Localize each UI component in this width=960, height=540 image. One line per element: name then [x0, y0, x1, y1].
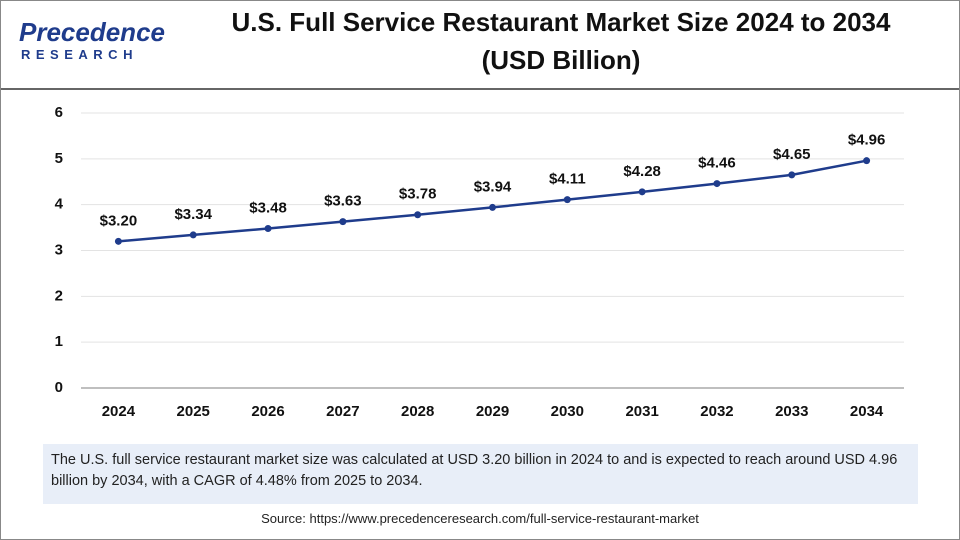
point	[414, 211, 422, 219]
y-tick-label: 5	[55, 150, 63, 167]
point	[189, 231, 197, 239]
value-label: $4.65	[773, 146, 811, 163]
description: The U.S. full service restaurant market …	[43, 444, 918, 504]
line	[118, 159, 867, 243]
value-label: $3.94	[474, 178, 512, 195]
value-label: $3.78	[399, 186, 437, 203]
x-tick-label: 2026	[251, 403, 284, 420]
chart-title: U.S. Full Service Restaurant Market Size…	[231, 7, 891, 37]
value-label: $3.20	[100, 212, 138, 229]
point	[563, 196, 571, 204]
y-tick-label: 2	[55, 287, 63, 304]
point	[339, 218, 347, 226]
y-tick-label: 1	[55, 333, 63, 350]
value-label: $3.34	[174, 206, 212, 223]
x-tick-label: 2032	[700, 403, 733, 420]
source: Source: https://www.precedenceresearch.c…	[261, 511, 699, 526]
point	[489, 203, 496, 211]
x-tick-label: 2027	[326, 403, 359, 420]
logo-name: Precedence	[19, 17, 165, 47]
value-label: $3.48	[249, 199, 287, 216]
x-tick-label: 2029	[476, 403, 509, 420]
point	[638, 188, 646, 196]
y-tick-label: 6	[55, 104, 63, 121]
value-label: $4.11	[549, 171, 586, 188]
x-tick-label: 2024	[102, 403, 136, 420]
value-label: $4.96	[848, 132, 886, 149]
x-tick-label: 2028	[401, 403, 434, 420]
x-tick-label: 2034	[850, 403, 884, 420]
value-label: $4.28	[623, 163, 661, 180]
point	[264, 225, 272, 232]
point	[114, 237, 122, 245]
x-tick-label: 2033	[775, 403, 808, 420]
point	[863, 157, 871, 165]
point	[713, 180, 721, 188]
x-tick-label: 2030	[551, 403, 584, 420]
y-tick-label: 0	[55, 379, 63, 396]
value-label: $4.46	[698, 155, 736, 172]
chart-subtitle: (USD Billion)	[481, 45, 641, 75]
value-label: $3.63	[324, 193, 362, 210]
y-tick-label: 3	[55, 241, 63, 258]
x-tick-label: 2031	[625, 403, 658, 420]
x-tick-label: 2025	[177, 403, 210, 420]
logo-tagline: RESEARCH	[21, 47, 138, 62]
point	[788, 171, 796, 179]
y-tick-label: 4	[55, 196, 64, 213]
